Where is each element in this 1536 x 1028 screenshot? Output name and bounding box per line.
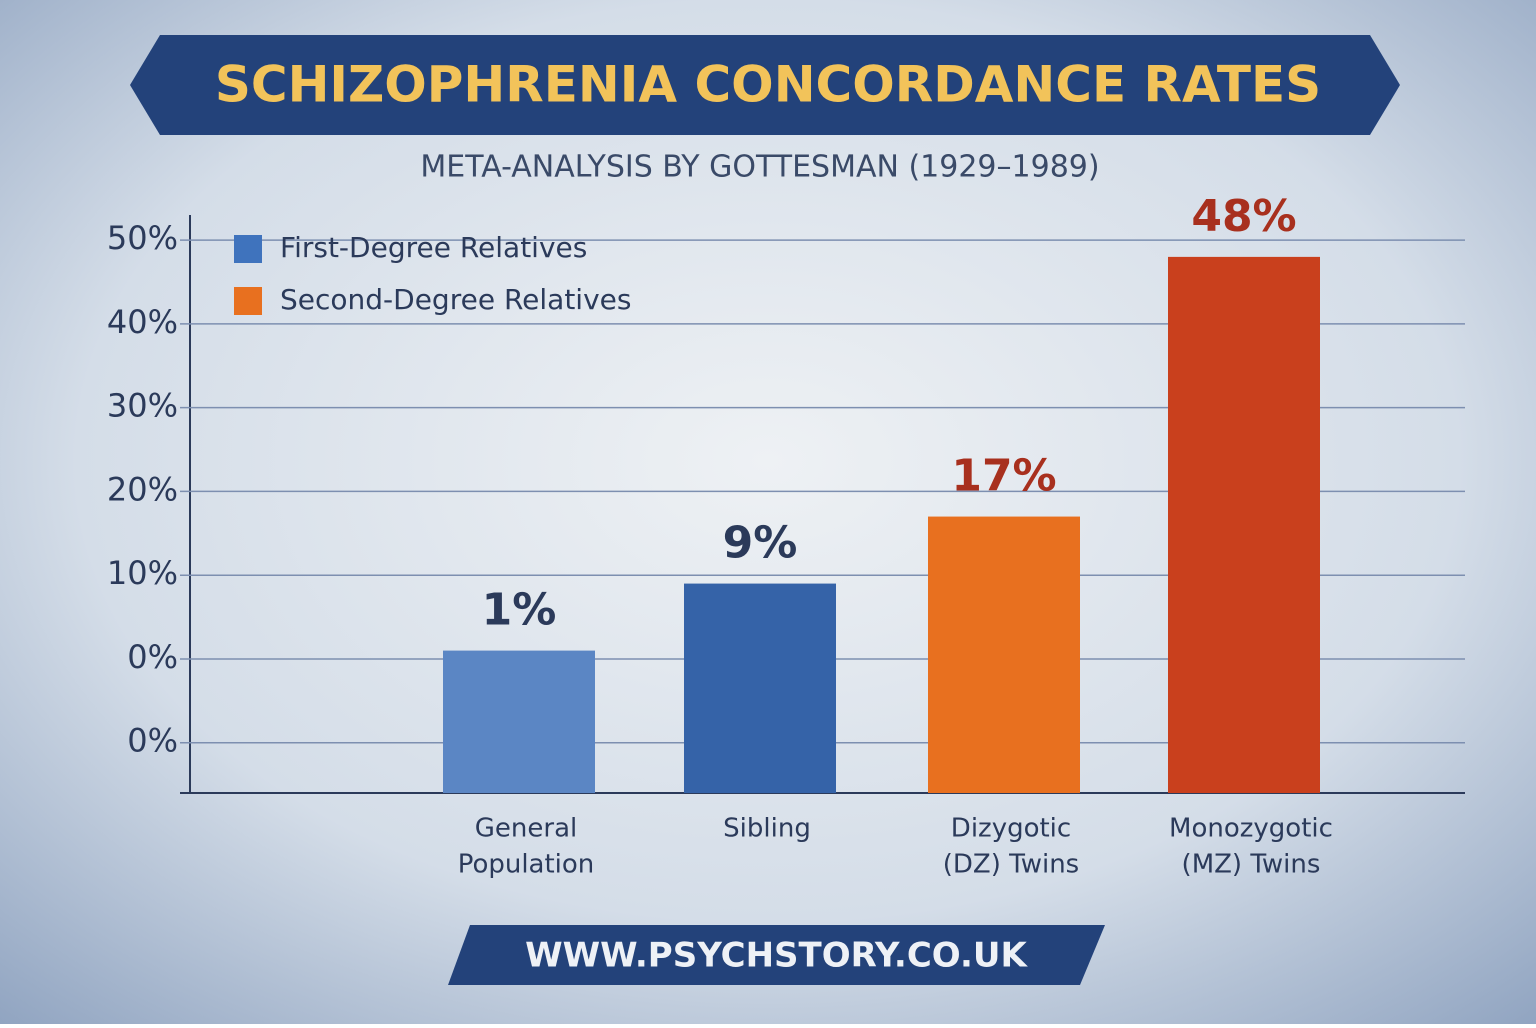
x-tick-label: (MZ) Twins [1182,850,1321,880]
bar [1168,256,1320,794]
title-banner [130,35,1400,135]
y-tick-label: 10% [107,554,178,592]
value-label: 48% [1191,191,1296,242]
legend-swatch [234,235,262,263]
y-tick-label: 30% [107,387,178,425]
value-label: 9% [723,518,798,569]
y-tick-label: 50% [107,219,178,257]
x-tick-label: Monozygotic [1169,814,1333,844]
x-tick-label: General [475,814,577,844]
y-tick-label: 0% [127,722,178,760]
y-tick-label: 20% [107,470,178,508]
y-tick-label: 0% [127,638,178,676]
x-tick-label: Dizygotic [951,814,1071,844]
value-label: 1% [482,585,557,636]
chart-subtitle: META-ANALYSIS BY GOTTESMAN (1929–1989) [420,150,1099,185]
legend-label: First-Degree Relatives [280,231,587,264]
chart-title: SCHIZOPHRENIA CONCORDANCE RATES [215,56,1321,114]
bar [928,516,1080,793]
bar [443,650,595,793]
x-tick-label: (DZ) Twins [943,850,1079,880]
footer-text: WWW.PSYCHSTORY.CO.UK [525,936,1028,976]
footer-banner [448,925,1105,985]
legend-swatch [234,287,262,315]
legend-label: Second-Degree Relatives [280,283,631,316]
x-tick-label: Population [458,850,595,880]
bar [684,583,836,793]
x-tick-label: Sibling [723,814,811,844]
value-label: 17% [951,451,1056,502]
y-tick-label: 40% [107,303,178,341]
